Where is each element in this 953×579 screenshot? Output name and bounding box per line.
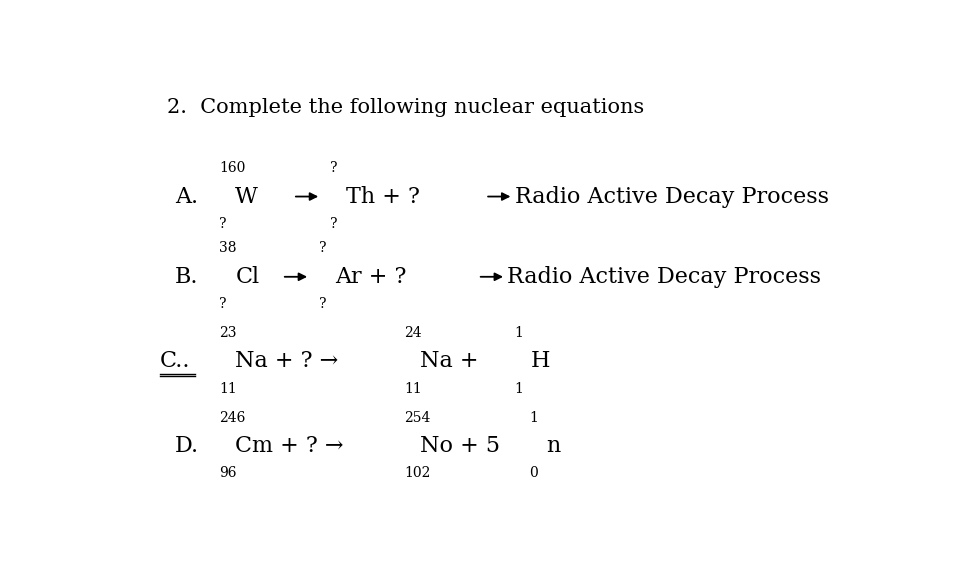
- Text: D.: D.: [174, 435, 198, 457]
- Text: Cm + ? →: Cm + ? →: [235, 435, 343, 457]
- Text: 1: 1: [515, 382, 523, 395]
- Text: ?: ?: [318, 297, 326, 311]
- Text: 160: 160: [219, 161, 245, 175]
- Text: n: n: [545, 435, 559, 457]
- Text: 11: 11: [219, 382, 236, 395]
- Text: ?: ?: [330, 217, 337, 230]
- Text: 254: 254: [403, 411, 430, 424]
- Text: 23: 23: [219, 326, 236, 340]
- Text: 96: 96: [219, 466, 236, 480]
- Text: 11: 11: [403, 382, 421, 395]
- Text: ?: ?: [318, 241, 326, 255]
- Text: 0: 0: [529, 466, 537, 480]
- Text: H: H: [531, 350, 550, 372]
- Text: 102: 102: [403, 466, 430, 480]
- Text: Ar + ?: Ar + ?: [335, 266, 406, 288]
- Text: 38: 38: [219, 241, 236, 255]
- Text: 1: 1: [515, 326, 523, 340]
- Text: Na +: Na +: [419, 350, 478, 372]
- Text: 2.  Complete the following nuclear equations: 2. Complete the following nuclear equati…: [167, 98, 644, 118]
- Text: 246: 246: [219, 411, 245, 424]
- Text: Na + ? →: Na + ? →: [235, 350, 338, 372]
- Text: Radio Active Decay Process: Radio Active Decay Process: [507, 266, 821, 288]
- Text: W: W: [235, 185, 258, 207]
- Text: 1: 1: [529, 411, 537, 424]
- Text: No + 5: No + 5: [419, 435, 499, 457]
- Text: Cl: Cl: [235, 266, 259, 288]
- Text: C..: C..: [160, 350, 191, 372]
- Text: ?: ?: [219, 217, 226, 230]
- Text: Th + ?: Th + ?: [346, 185, 419, 207]
- Text: ?: ?: [219, 297, 226, 311]
- Text: ?: ?: [330, 161, 337, 175]
- Text: Radio Active Decay Process: Radio Active Decay Process: [515, 185, 828, 207]
- Text: 24: 24: [403, 326, 421, 340]
- Text: B.: B.: [174, 266, 198, 288]
- Text: A.: A.: [174, 185, 197, 207]
